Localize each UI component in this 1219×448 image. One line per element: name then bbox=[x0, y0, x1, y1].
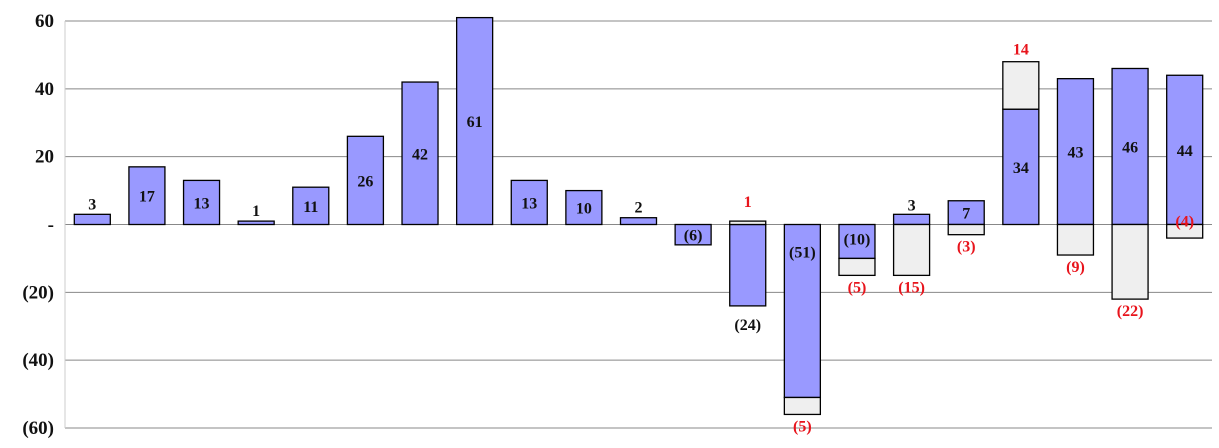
y-tick-label: (60) bbox=[22, 418, 54, 439]
bar-primary bbox=[346, 135, 385, 226]
bar-value-label: 34 bbox=[1013, 160, 1029, 177]
y-tick-label: 40 bbox=[35, 79, 54, 100]
bar-primary bbox=[729, 223, 767, 307]
y-tick-label: - bbox=[48, 215, 54, 236]
bar-value-label: (6) bbox=[684, 228, 703, 245]
bar-primary bbox=[73, 213, 111, 226]
bar-value-label: 26 bbox=[357, 173, 373, 190]
bar-secondary-label: 14 bbox=[1013, 42, 1029, 59]
bar-primary bbox=[892, 213, 931, 226]
bar-primary bbox=[1111, 67, 1149, 226]
bar-secondary-label: (22) bbox=[1117, 303, 1144, 320]
bar-secondary-label: 1 bbox=[744, 194, 752, 211]
bar-value-label: 61 bbox=[467, 114, 483, 131]
bar-value-label: 13 bbox=[521, 195, 537, 212]
bar-secondary bbox=[729, 220, 767, 226]
bar-value-label: 13 bbox=[194, 195, 210, 212]
bar-secondary bbox=[947, 223, 985, 236]
bar-primary bbox=[674, 223, 712, 246]
bars bbox=[73, 16, 1204, 416]
bar-primary bbox=[1166, 74, 1204, 226]
bar-primary bbox=[292, 186, 330, 226]
y-tick-label: 20 bbox=[35, 147, 54, 168]
bar-secondary-label: (3) bbox=[957, 239, 976, 256]
bar-primary bbox=[565, 189, 603, 226]
bar-secondary bbox=[838, 257, 876, 277]
bar-primary bbox=[619, 217, 658, 226]
bar-secondary-label: (5) bbox=[793, 418, 812, 435]
bar-value-label: 42 bbox=[412, 146, 428, 163]
bar-value-label: 11 bbox=[303, 199, 318, 216]
bar-value-label: (10) bbox=[844, 232, 871, 249]
bar-value-label: 7 bbox=[962, 206, 970, 223]
bar-secondary-label: (15) bbox=[898, 279, 925, 296]
bar-value-label: 3 bbox=[908, 197, 916, 214]
bar-primary bbox=[401, 81, 439, 226]
bar-value-label: 44 bbox=[1177, 143, 1193, 160]
bar-secondary-label: (9) bbox=[1066, 259, 1085, 276]
y-tick-label: (40) bbox=[22, 350, 54, 371]
bar-value-label: 17 bbox=[139, 189, 155, 206]
bar-value-label: 1 bbox=[252, 203, 260, 220]
bar-secondary bbox=[1166, 223, 1204, 239]
y-axis: 60 40 20 - (20) (40) (60) bbox=[22, 11, 66, 439]
bar-value-label: 46 bbox=[1122, 139, 1138, 156]
y-tick-label: (20) bbox=[22, 282, 54, 303]
bar-primary bbox=[182, 179, 221, 226]
bar-value-label: (51) bbox=[789, 245, 816, 262]
bar-value-label: 43 bbox=[1067, 145, 1083, 162]
bar-primary bbox=[237, 220, 275, 226]
bar-primary bbox=[455, 16, 494, 226]
bar-value-label: 3 bbox=[88, 196, 96, 213]
bar-value-label: 10 bbox=[576, 201, 592, 218]
bar-secondary bbox=[1111, 223, 1149, 300]
bar-primary bbox=[783, 223, 822, 399]
y-tick-label: 60 bbox=[35, 11, 54, 32]
bar-secondary bbox=[783, 396, 822, 416]
bar-primary bbox=[128, 166, 166, 226]
bar-value-label: (24) bbox=[734, 317, 761, 334]
bar-secondary bbox=[1056, 223, 1095, 256]
bar-secondary-label: (4) bbox=[1175, 214, 1194, 231]
bar-secondary bbox=[1002, 61, 1040, 110]
bar-value-label: 2 bbox=[635, 200, 643, 217]
bar-primary bbox=[1002, 108, 1040, 226]
bar-secondary-label: (5) bbox=[848, 279, 867, 296]
bar-secondary bbox=[892, 223, 931, 277]
bar-primary bbox=[510, 179, 548, 226]
